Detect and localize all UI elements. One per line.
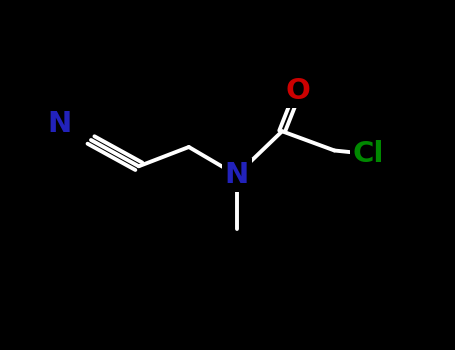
Text: N: N	[224, 161, 249, 189]
Text: N: N	[47, 110, 71, 138]
Text: N: N	[224, 161, 249, 189]
Text: O: O	[286, 77, 310, 105]
Text: Cl: Cl	[353, 140, 384, 168]
Text: O: O	[286, 77, 310, 105]
Text: N: N	[47, 110, 71, 138]
Text: Cl: Cl	[353, 140, 384, 168]
